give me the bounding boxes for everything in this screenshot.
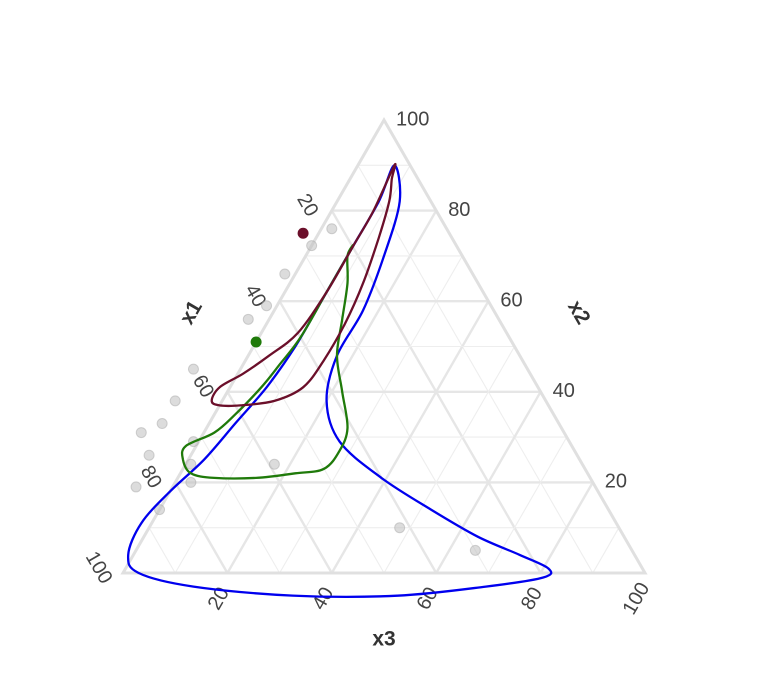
- gridline-x3-90: [592, 527, 620, 574]
- x1-axis-title: x1: [175, 296, 207, 328]
- center-point-1: [297, 227, 309, 239]
- data-point-2: [306, 240, 318, 252]
- data-point-14: [185, 476, 197, 488]
- gridline-x1-80: [174, 481, 229, 574]
- x1-tick-100: 100: [81, 548, 117, 588]
- x3-tick-60: 60: [412, 584, 442, 614]
- data-point-11: [143, 449, 155, 461]
- x2-tick-40: 40: [553, 380, 575, 402]
- data-point-12: [185, 458, 197, 470]
- contour-3: [210, 162, 397, 408]
- x2-axis-title: x2: [563, 297, 595, 329]
- data-point-6: [187, 363, 199, 375]
- gridline-x3-10: [174, 165, 411, 574]
- x3-tick-40: 40: [308, 584, 338, 614]
- gridline-x1-90: [148, 527, 176, 574]
- x2-tick-60: 60: [500, 289, 522, 311]
- data-point-16: [154, 504, 166, 516]
- gridline-x1-10: [357, 165, 594, 574]
- data-points: [130, 223, 481, 556]
- centers: [250, 227, 309, 348]
- x3-tick-100: 100: [619, 579, 655, 619]
- data-point-8: [156, 418, 168, 430]
- data-point-17: [394, 522, 406, 534]
- data-point-7: [169, 395, 181, 407]
- gridline-x3-80: [539, 481, 594, 574]
- data-point-18: [469, 544, 481, 556]
- x1-tick-20: 20: [292, 190, 322, 220]
- data-point-13: [130, 481, 142, 493]
- gridline-x3-50: [383, 346, 515, 574]
- x2-tick-80: 80: [448, 199, 470, 221]
- gridline-x1-60: [226, 391, 333, 574]
- gridline-x3-70: [487, 436, 568, 574]
- center-point-2: [250, 336, 262, 348]
- gridline-x3-60: [435, 391, 542, 574]
- contour-2: [180, 243, 355, 480]
- x3-tick-80: 80: [517, 584, 547, 614]
- data-point-5: [242, 313, 254, 325]
- x3-axis-title: x3: [372, 628, 395, 651]
- data-point-3: [279, 268, 291, 280]
- data-point-15: [268, 458, 280, 470]
- contours: [126, 162, 553, 598]
- contour-1: [126, 164, 553, 598]
- data-point-1: [326, 223, 338, 235]
- x2-tick-100: 100: [396, 108, 429, 130]
- gridline-x3-30: [279, 255, 463, 574]
- gridline-x1-30: [305, 255, 489, 574]
- gridline-x1-70: [200, 436, 281, 574]
- x2-tick-20: 20: [605, 471, 627, 493]
- grid: [120, 116, 648, 575]
- gridline-x1-50: [253, 346, 385, 574]
- data-point-9: [135, 427, 147, 439]
- data-point-4: [261, 300, 273, 312]
